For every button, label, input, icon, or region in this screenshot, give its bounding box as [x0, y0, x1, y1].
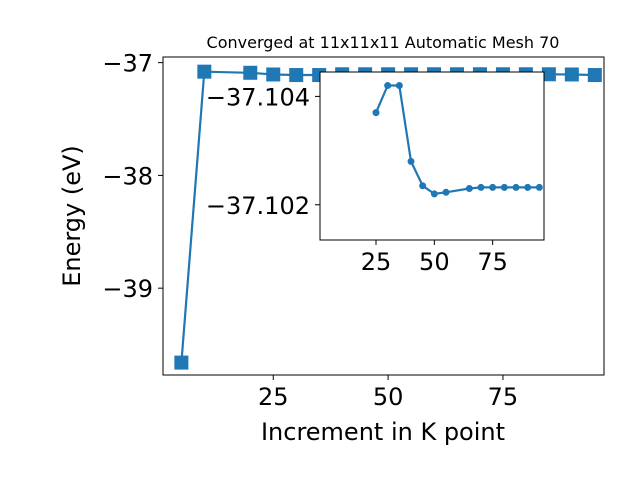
- main-data-point: [197, 64, 212, 79]
- inset-data-point: [430, 190, 438, 198]
- main-data-point: [541, 67, 556, 82]
- inset-data-point: [372, 109, 380, 117]
- main-x-tick-label: 25: [258, 383, 289, 411]
- main-y-tick-label: −38: [102, 162, 153, 190]
- main-data-point: [243, 65, 258, 80]
- main-y-tick-label: −39: [102, 275, 153, 303]
- y-axis-label: Energy (eV): [58, 145, 86, 287]
- inset-data-point: [477, 183, 485, 191]
- inset-x-tick-label: 25: [361, 248, 392, 276]
- inset-x-tick-label: 75: [477, 248, 508, 276]
- inset-data-point: [500, 183, 508, 191]
- main-x-tick-label: 50: [373, 383, 404, 411]
- inset-data-point: [442, 188, 450, 196]
- inset-data-point: [465, 185, 473, 193]
- inset-y-tick-label: −37.102: [206, 192, 310, 220]
- inset-data-point: [395, 82, 403, 90]
- inset-frame: [319, 71, 545, 241]
- inset-plot: 25 50 75 −37.104 −37.102: [206, 71, 545, 276]
- chart-title: Converged at 11x11x11 Automatic Mesh 70: [207, 33, 560, 52]
- inset-data-point: [524, 183, 532, 191]
- main-data-point: [289, 68, 304, 83]
- main-data-point: [564, 67, 579, 82]
- inset-data-point: [535, 183, 543, 191]
- inset-data-point: [512, 183, 520, 191]
- main-data-point: [266, 67, 281, 82]
- main-frame: [162, 56, 605, 376]
- main-data-point: [587, 68, 602, 83]
- main-y-tick-label: −37: [102, 50, 153, 78]
- main-x-tick-label: 75: [488, 383, 519, 411]
- main-data-point: [174, 355, 189, 370]
- inset-data-point: [419, 182, 427, 190]
- inset-x-tick-label: 50: [419, 248, 450, 276]
- x-axis-label: Increment in K point: [261, 418, 505, 446]
- inset-data-point: [384, 82, 392, 90]
- inset-y-tick-label: −37.104: [206, 83, 310, 111]
- inset-data-point: [407, 157, 415, 165]
- inset-data-point: [489, 183, 497, 191]
- inset-background: [320, 72, 544, 240]
